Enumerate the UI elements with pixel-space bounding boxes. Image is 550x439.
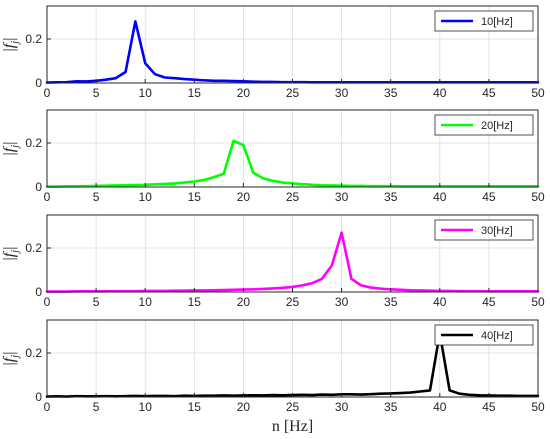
y-tick-label: 0 — [35, 285, 42, 299]
x-tick-label: 10 — [139, 295, 153, 309]
x-tick-label: 40 — [433, 295, 447, 309]
x-tick-label: 40 — [433, 86, 447, 100]
legend-box — [434, 324, 534, 346]
x-tick-label: 25 — [286, 295, 300, 309]
x-tick-label: 50 — [531, 400, 545, 414]
x-tick-label: 5 — [93, 190, 100, 204]
y-axis-label: |fj| — [1, 142, 21, 156]
x-tick-label: 35 — [384, 295, 398, 309]
x-tick-label: 25 — [286, 86, 300, 100]
legend: 10[Hz] — [434, 10, 534, 32]
series-line — [45, 231, 540, 293]
x-tick-label: 40 — [433, 190, 447, 204]
x-tick-label: 10 — [139, 190, 153, 204]
x-tick-label: 5 — [93, 295, 100, 309]
x-tick-label: 45 — [482, 86, 496, 100]
x-tick-label: 20 — [237, 190, 251, 204]
panel-4: 0 5 10 15 20 25 30 35 40 45 50 0 0.2 |fj| 40[Hz] n [Hz] — [1, 319, 545, 435]
x-tick-label: 30 — [335, 190, 349, 204]
y-axis-label: |fj| — [1, 38, 21, 52]
x-tick-label: 20 — [237, 86, 251, 100]
x-tick-label: 30 — [335, 400, 349, 414]
x-tick-label: 20 — [237, 295, 251, 309]
x-tick-label: 45 — [482, 190, 496, 204]
x-tick-label: 25 — [286, 400, 300, 414]
y-tick-label: 0.2 — [25, 241, 42, 255]
y-tick-label: 0 — [35, 76, 42, 90]
x-tick-label: 25 — [286, 190, 300, 204]
x-tick-label: 5 — [93, 400, 100, 414]
legend: 30[Hz] — [434, 219, 534, 241]
x-tick-label: 10 — [139, 400, 153, 414]
x-tick-label: 35 — [384, 400, 398, 414]
x-tick-label: 40 — [433, 400, 447, 414]
y-tick-label: 0 — [35, 390, 42, 404]
x-tick-label: 0 — [44, 295, 51, 309]
panel-2: 0 5 10 15 20 25 30 35 40 45 50 0 0.2 |fj| 20[Hz] — [1, 109, 545, 204]
x-tick-label: 50 — [531, 190, 545, 204]
legend-label: 40[Hz] — [481, 330, 513, 342]
x-tick-label: 0 — [44, 400, 51, 414]
legend-label: 30[Hz] — [481, 225, 513, 237]
legend-label: 20[Hz] — [481, 120, 513, 132]
legend-box — [434, 10, 534, 32]
legend: 20[Hz] — [434, 114, 534, 136]
x-tick-label: 35 — [384, 86, 398, 100]
x-tick-label: 20 — [237, 400, 251, 414]
x-tick-label: 0 — [44, 190, 51, 204]
legend: 40[Hz] — [434, 324, 534, 346]
x-tick-label: 45 — [482, 295, 496, 309]
y-tick-label: 0.2 — [25, 32, 42, 46]
x-tick-label: 30 — [335, 86, 349, 100]
x-tick-label: 10 — [139, 86, 153, 100]
x-tick-label: 15 — [188, 400, 202, 414]
y-tick-label: 0.2 — [25, 136, 42, 150]
legend-label: 10[Hz] — [481, 16, 513, 28]
panel-3: 0 5 10 15 20 25 30 35 40 45 50 0 0.2 |fj| 30[Hz] — [1, 214, 545, 309]
x-tick-label: 35 — [384, 190, 398, 204]
x-tick-label: 50 — [531, 295, 545, 309]
x-tick-label: 0 — [44, 86, 51, 100]
x-tick-label: 15 — [188, 190, 202, 204]
x-tick-label: 15 — [188, 295, 202, 309]
x-tick-label: 45 — [482, 400, 496, 414]
x-tick-label: 30 — [335, 295, 349, 309]
x-tick-label: 5 — [93, 86, 100, 100]
y-axis-label: |fj| — [1, 352, 21, 366]
x-tick-label: 15 — [188, 86, 202, 100]
y-tick-label: 0 — [35, 180, 42, 194]
y-tick-label: 0.2 — [25, 346, 42, 360]
legend-box — [434, 219, 534, 241]
y-axis-label: |fj| — [1, 247, 21, 261]
panel-1: 0 5 10 15 20 25 30 35 40 45 50 0 0.2 |fj| 10[Hz] — [1, 5, 545, 100]
x-tick-label: 50 — [531, 86, 545, 100]
legend-box — [434, 114, 534, 136]
x-axis-label: n [Hz] — [272, 418, 313, 435]
